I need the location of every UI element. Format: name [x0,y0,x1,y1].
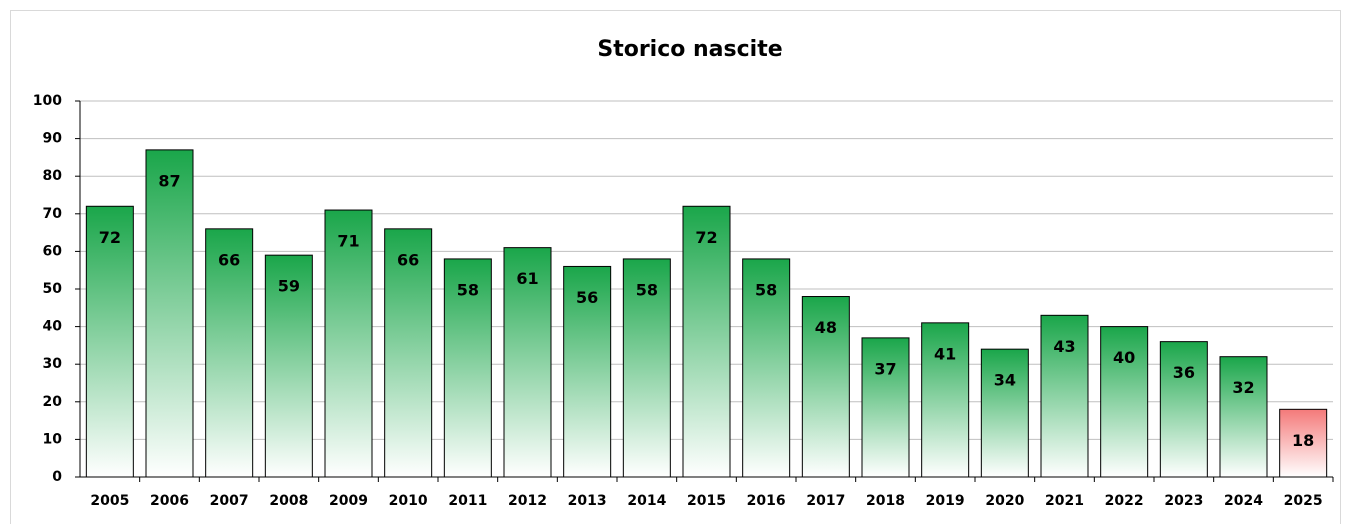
bar [384,228,433,478]
value-label: 72 [695,228,717,247]
value-label: 87 [158,171,180,190]
value-label: 34 [994,371,1016,390]
bar [682,205,731,478]
x-tick-label: 2011 [448,493,487,509]
y-tick-label: 90 [43,131,63,147]
y-tick-label: 70 [43,206,63,222]
value-label: 18 [1292,431,1314,450]
x-tick-label: 2012 [508,493,547,509]
y-tick-label: 20 [43,394,63,410]
x-tick-label: 2025 [1284,493,1323,509]
x-tick-label: 2019 [926,493,965,509]
value-label: 58 [755,280,777,299]
bar [921,322,970,478]
x-tick-label: 2005 [90,493,129,509]
bar [622,258,671,478]
value-label: 40 [1113,348,1135,367]
value-label: 59 [278,277,300,296]
x-tick-label: 2007 [210,493,249,509]
value-label: 43 [1053,337,1075,356]
y-tick-label: 10 [43,431,63,447]
bar [1040,314,1089,478]
bar [1100,326,1149,478]
value-label: 56 [576,288,598,307]
bar [563,265,612,478]
x-tick-label: 2020 [985,493,1024,509]
bar [503,247,552,478]
x-tick-label: 2010 [389,493,428,509]
bar [801,296,850,478]
bar [1219,356,1268,478]
x-tick-label: 2009 [329,493,368,509]
value-label: 48 [815,318,837,337]
y-tick-label: 60 [43,243,63,259]
bar [1159,341,1208,478]
x-tick-label: 2014 [627,493,666,509]
value-label: 37 [874,359,896,378]
y-tick-label: 100 [33,93,62,109]
bar [742,258,791,478]
bar [443,258,492,478]
bar [85,205,134,478]
x-tick-label: 2018 [866,493,905,509]
x-tick-label: 2006 [150,493,189,509]
value-label: 32 [1232,378,1254,397]
y-tick-label: 0 [52,469,62,485]
x-tick-label: 2015 [687,493,726,509]
x-tick-label: 2023 [1164,493,1203,509]
bar [145,149,194,478]
x-tick-label: 2013 [568,493,607,509]
x-tick-label: 2016 [747,493,786,509]
value-label: 71 [337,232,359,251]
value-label: 36 [1173,363,1195,382]
x-tick-label: 2021 [1045,493,1084,509]
x-tick-label: 2024 [1224,493,1263,509]
value-label: 58 [457,280,479,299]
y-tick-label: 40 [43,319,63,335]
y-tick-label: 50 [43,281,63,297]
y-tick-label: 30 [43,356,63,372]
x-tick-label: 2017 [806,493,845,509]
bar [980,348,1029,478]
value-label: 66 [218,250,240,269]
value-label: 72 [99,228,121,247]
value-label: 41 [934,344,956,363]
value-label: 61 [516,269,538,288]
bar [861,337,910,478]
x-tick-label: 2008 [269,493,308,509]
value-label: 58 [636,280,658,299]
bar [324,209,373,478]
chart-title: Storico nascite [597,37,782,62]
bar [205,228,254,478]
y-tick-label: 80 [43,168,63,184]
bar [1279,408,1328,478]
bar [264,254,313,478]
x-tick-label: 2022 [1105,493,1144,509]
value-label: 66 [397,250,419,269]
